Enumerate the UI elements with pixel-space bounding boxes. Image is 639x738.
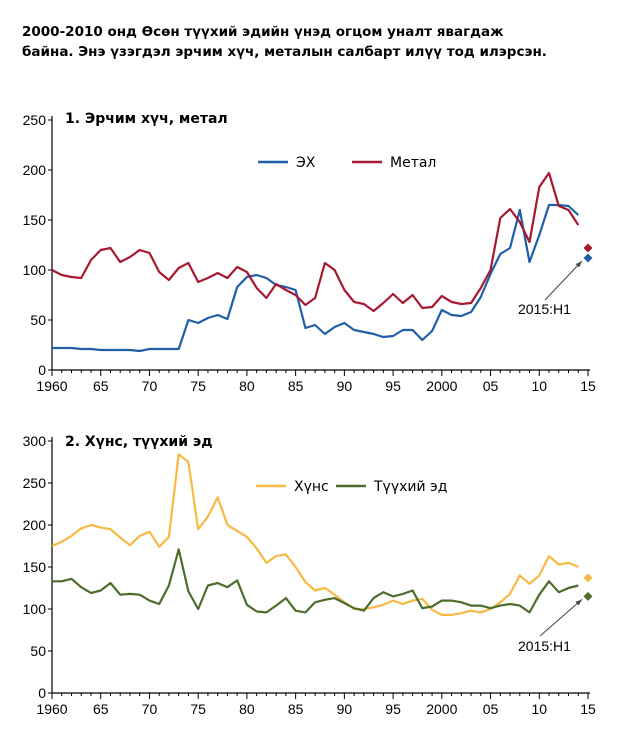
annotation-arrow-head [575,261,582,268]
x-tick-label: 05 [483,701,499,717]
endpoint-marker-2 [583,591,593,601]
annotation-label: 2015:H1 [518,301,571,317]
legend-label-1: Хүнс [294,479,329,495]
x-tick-label: 10 [531,378,547,394]
annotation-arrow-head [575,599,582,606]
annotation-label: 2015:H1 [518,638,571,654]
y-tick-label: 250 [23,112,47,128]
x-tick-label: 85 [288,701,304,717]
x-tick-label: 70 [142,378,158,394]
y-tick-label: 150 [23,559,47,575]
x-tick-label: 75 [190,701,206,717]
y-tick-label: 50 [30,312,46,328]
y-tick-label: 0 [38,362,46,378]
headline-line-2: байна. Энэ үзэгдэл эрчим хүч, металын са… [22,44,547,60]
y-tick-label: 50 [30,643,46,659]
x-tick-label: 1960 [36,378,67,394]
y-tick-label: 200 [23,162,47,178]
x-tick-label: 90 [337,701,353,717]
y-tick-label: 100 [23,601,47,617]
x-tick-label: 75 [190,378,206,394]
y-tick-label: 250 [23,475,47,491]
y-tick-label: 150 [23,212,47,228]
panel-title: 1. Эрчим хүч, метал [65,111,228,127]
x-tick-label: 90 [337,378,353,394]
endpoint-marker-1 [583,573,593,583]
y-tick-label: 200 [23,517,47,533]
legend-label-2: Метал [390,155,436,171]
y-tick-label: 0 [38,685,46,701]
panel-title: 2. Хүнс, түүхий эд [65,434,213,450]
y-tick-label: 100 [23,262,47,278]
endpoint-marker-2 [583,243,593,253]
x-tick-label: 2000 [426,378,457,394]
x-tick-label: 70 [142,701,158,717]
x-tick-label: 15 [580,378,596,394]
x-tick-label: 95 [385,378,401,394]
x-tick-label: 1960 [36,701,67,717]
x-tick-label: 65 [93,378,109,394]
headline-line-1: 2000-2010 онд Өсөн түүхий эдийн үнэд огц… [22,24,504,40]
legend-label-2: Түүхий эд [373,479,447,495]
x-tick-label: 80 [239,378,255,394]
x-tick-label: 10 [531,701,547,717]
x-tick-label: 85 [288,378,304,394]
x-tick-label: 80 [239,701,255,717]
x-tick-label: 2000 [426,701,457,717]
annotation-arrow-line [544,260,583,301]
chart-panel-1: 0 50 100 150 200 250 1960 65 70 75 80 85 90 95 2000 05 1… [23,111,596,394]
x-tick-label: 65 [93,701,109,717]
annotation-arrow-line [539,599,583,637]
series-line-1 [52,203,580,353]
series-line-2 [51,171,580,313]
y-tick-label: 300 [23,433,47,449]
x-tick-label: 15 [580,701,596,717]
x-tick-label: 95 [385,701,401,717]
chart-headline: 2000-2010 онд Өсөн түүхий эдийн үнэд огц… [22,22,622,62]
legend-label-1: ЭХ [296,155,316,171]
x-tick-label: 05 [483,378,499,394]
endpoint-marker-1 [583,253,593,263]
series-line-2 [52,548,579,614]
